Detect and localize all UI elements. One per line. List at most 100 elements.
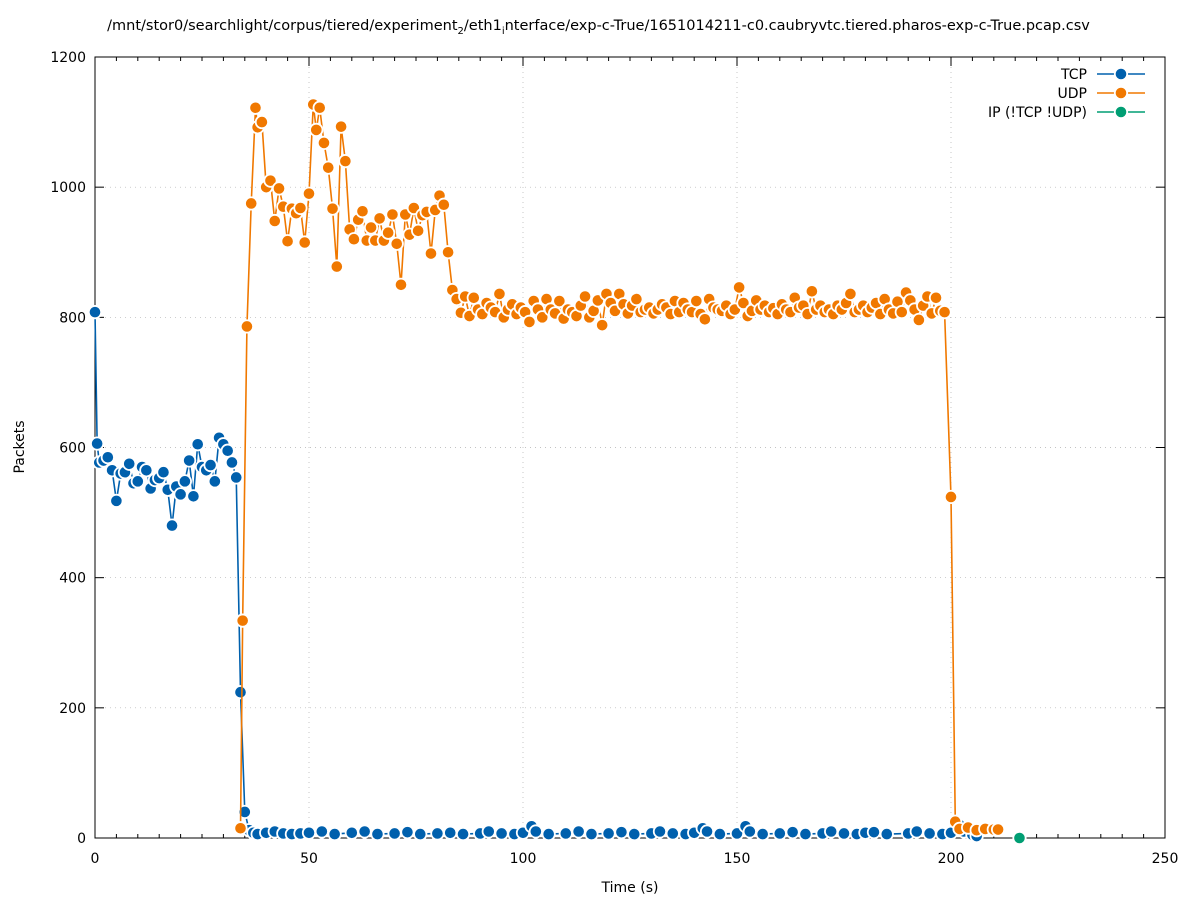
data-point [346,232,362,247]
data-point [1012,830,1027,846]
data-point [413,826,428,842]
data-point [494,826,509,841]
data-point [224,455,240,470]
x-tick-label: 250 [1152,851,1179,867]
data-point [577,289,593,304]
data-point [233,685,248,700]
data-point [244,196,259,211]
data-point [381,225,396,240]
data-point [436,197,451,212]
y-tick-label: 0 [77,831,86,847]
legend-marker [1113,66,1129,82]
data-point [293,200,308,216]
data-point [629,292,644,307]
data-point [301,825,317,840]
data-point [584,826,599,842]
data-point [443,825,458,840]
y-tick-label: 1200 [50,50,86,66]
data-point [239,319,255,334]
data-point [528,824,543,839]
data-point [314,824,329,839]
series [87,97,1027,846]
data-point [156,465,171,480]
data-point [173,487,188,502]
y-tick-label: 800 [59,310,86,326]
data-point [233,821,248,836]
data-point [220,443,235,458]
data-point [385,207,400,222]
data-point [627,826,642,842]
data-point [237,804,252,820]
data-point [267,213,282,229]
data-point [393,277,409,292]
data-point [824,824,839,839]
data-point [755,826,770,842]
series-line [94,312,977,837]
data-point [355,204,370,219]
data-point [595,318,610,333]
data-point [732,280,747,295]
legend-label: TCP [1060,67,1087,83]
data-point [836,826,852,841]
data-point [177,474,192,489]
ticks: 0 50 100 150 200 250 0 200 400 600 800 1000 1200 [50,50,1178,867]
data-point [321,160,336,175]
data-point [466,290,481,305]
series-line [239,104,999,832]
data-point [372,211,387,226]
data-point [535,310,550,325]
data-point [248,100,263,115]
data-point [928,290,944,305]
data-point [333,119,349,134]
data-point [736,295,751,311]
data-point [387,826,402,841]
data-point [207,474,222,489]
data-point [522,314,537,329]
data-point [122,456,137,471]
data-point [455,826,471,842]
data-point [271,181,287,196]
data-point [866,825,882,840]
y-tick-label: 400 [59,571,86,587]
data-point [327,826,342,842]
data-point [329,259,344,274]
data-point [280,234,295,249]
data-point [804,284,820,299]
data-point [879,826,894,842]
data-point [922,826,937,841]
data-point [90,436,105,451]
data-point [182,453,197,468]
data-point [843,286,858,301]
data-point [301,186,317,201]
data-point [370,826,385,842]
series-udp [233,97,1006,838]
x-tick-label: 50 [300,851,318,867]
legend-marker [1113,104,1129,120]
data-point [190,437,205,452]
data-point [601,826,616,841]
legend-label: IP (!TCP !UDP) [988,105,1087,121]
data-point [697,312,713,327]
data-point [894,305,909,320]
data-point [558,826,573,841]
data-point [100,450,115,465]
data-point [614,825,629,840]
data-point [909,824,924,839]
x-tick-label: 0 [91,851,100,867]
data-point [139,463,154,478]
data-point [229,470,244,485]
data-point [911,312,927,328]
data-point [652,824,668,839]
grid [95,57,1165,838]
data-point [440,245,456,260]
data-point [571,824,586,839]
y-tick-label: 600 [59,441,86,457]
data-point [699,824,715,839]
data-point [481,824,496,839]
data-point [109,493,124,508]
data-point [297,235,312,250]
x-tick-label: 150 [724,851,751,867]
data-point [552,293,567,309]
y-tick-label: 200 [59,701,86,717]
